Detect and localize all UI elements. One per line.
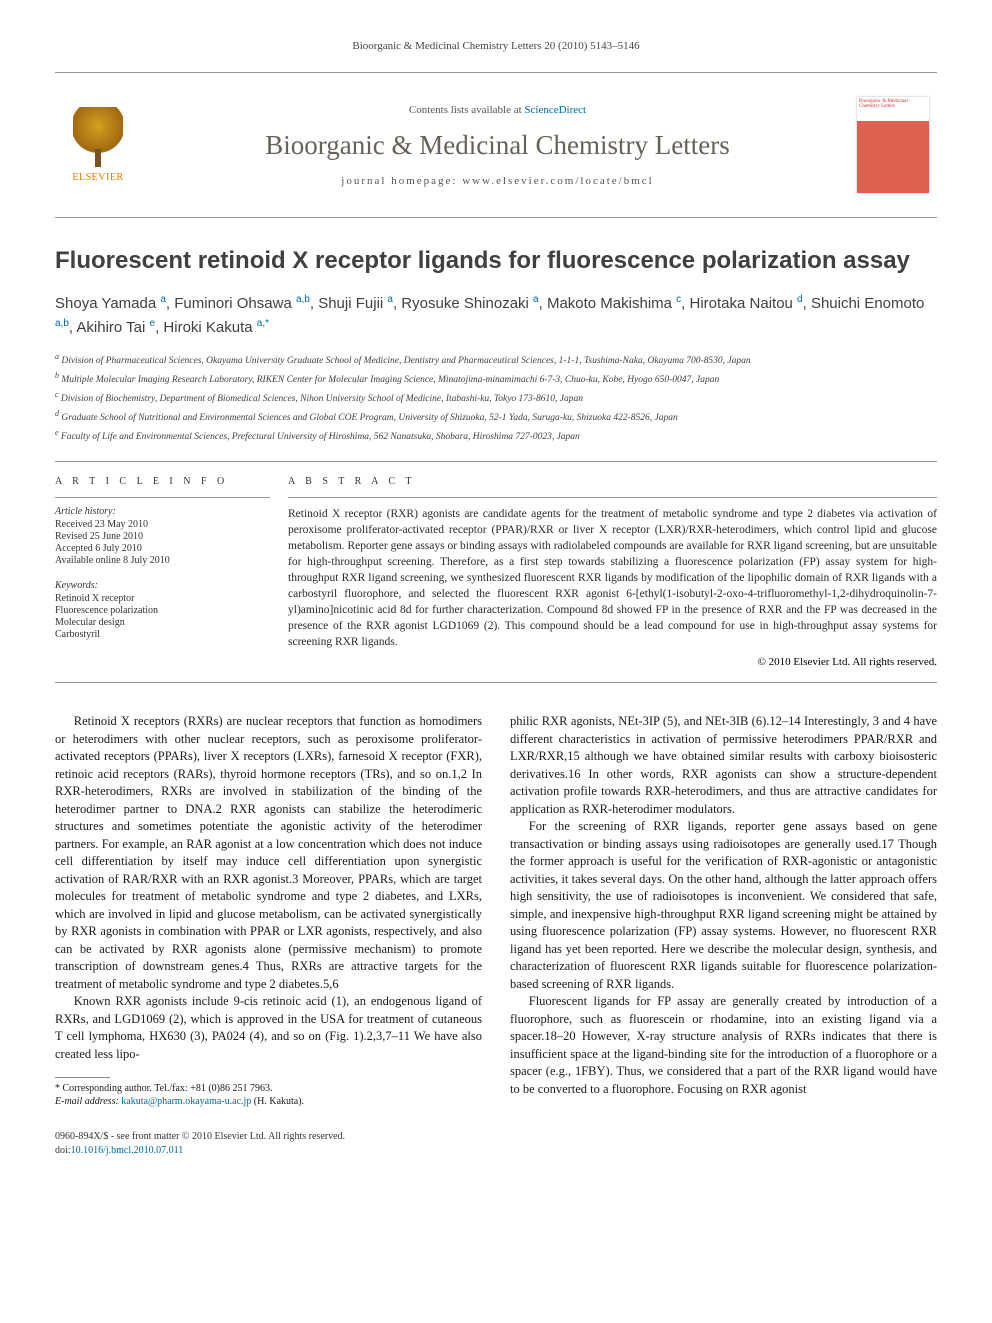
- abstract-heading: A B S T R A C T: [288, 476, 937, 487]
- email-suffix: (H. Kakuta).: [251, 1096, 304, 1107]
- journal-cover-thumbnail: Bioorganic & Medicinal Chemistry Letters: [857, 97, 929, 193]
- doi-label: doi:: [55, 1145, 71, 1156]
- abstract-text: Retinoid X receptor (RXR) agonists are c…: [288, 506, 937, 651]
- affiliation-line: e Faculty of Life and Environmental Scie…: [55, 427, 937, 445]
- email-footnote: E-mail address: kakuta@pharm.okayama-u.a…: [55, 1095, 482, 1108]
- journal-masthead: ELSEVIER Contents lists available at Sci…: [55, 72, 937, 218]
- corresponding-author-footnote: * Corresponding author. Tel./fax: +81 (0…: [55, 1082, 482, 1095]
- history-line: Revised 25 June 2010: [55, 531, 270, 542]
- contents-prefix: Contents lists available at: [409, 104, 524, 116]
- affiliation-line: a Division of Pharmaceutical Sciences, O…: [55, 351, 937, 369]
- masthead-center: Contents lists available at ScienceDirec…: [148, 104, 847, 187]
- article-info-column: A R T I C L E I N F O Article history: R…: [55, 462, 288, 683]
- affiliation-line: c Division of Biochemistry, Department o…: [55, 389, 937, 407]
- cover-title-text: Bioorganic & Medicinal Chemistry Letters: [857, 97, 929, 121]
- history-line: Received 23 May 2010: [55, 519, 270, 530]
- keyword-line: Retinoid X receptor: [55, 593, 270, 604]
- journal-homepage: journal homepage: www.elsevier.com/locat…: [148, 175, 847, 187]
- body-paragraph-3: philic RXR agonists, NEt-3IP (5), and NE…: [510, 713, 937, 818]
- body-paragraph-5: Fluorescent ligands for FP assay are gen…: [510, 993, 937, 1098]
- doi-link[interactable]: 10.1016/j.bmcl.2010.07.011: [71, 1145, 184, 1156]
- author-list: Shoya Yamada a, Fuminori Ohsawa a,b, Shu…: [55, 292, 937, 339]
- journal-title: Bioorganic & Medicinal Chemistry Letters: [148, 130, 847, 161]
- publisher-logo: ELSEVIER: [63, 105, 133, 185]
- history-line: Accepted 6 July 2010: [55, 543, 270, 554]
- elsevier-tree-icon: [73, 107, 123, 162]
- article-history-label: Article history:: [55, 506, 270, 517]
- author-email-link[interactable]: kakuta@pharm.okayama-u.ac.jp: [121, 1096, 251, 1107]
- footnote-separator: [55, 1077, 110, 1078]
- email-label: E-mail address:: [55, 1096, 121, 1107]
- keywords-label: Keywords:: [55, 580, 270, 591]
- keyword-line: Molecular design: [55, 617, 270, 628]
- abstract-copyright: © 2010 Elsevier Ltd. All rights reserved…: [288, 656, 937, 668]
- affiliation-line: b Multiple Molecular Imaging Research La…: [55, 370, 937, 388]
- page-footer: 0960-894X/$ - see front matter © 2010 El…: [55, 1130, 937, 1157]
- front-matter-line: 0960-894X/$ - see front matter © 2010 El…: [55, 1130, 937, 1144]
- body-paragraph-1: Retinoid X receptors (RXRs) are nuclear …: [55, 713, 482, 993]
- abstract-column: A B S T R A C T Retinoid X receptor (RXR…: [288, 462, 937, 683]
- publisher-name: ELSEVIER: [72, 172, 123, 183]
- body-paragraph-4: For the screening of RXR ligands, report…: [510, 818, 937, 993]
- article-title: Fluorescent retinoid X receptor ligands …: [55, 246, 937, 276]
- sciencedirect-link[interactable]: ScienceDirect: [524, 104, 586, 116]
- article-body: Retinoid X receptors (RXRs) are nuclear …: [55, 713, 937, 1108]
- affiliation-line: d Graduate School of Nutritional and Env…: [55, 408, 937, 426]
- keyword-line: Carbostyril: [55, 629, 270, 640]
- history-line: Available online 8 July 2010: [55, 555, 270, 566]
- article-info-heading: A R T I C L E I N F O: [55, 476, 270, 487]
- affiliations-block: a Division of Pharmaceutical Sciences, O…: [55, 351, 937, 445]
- running-header: Bioorganic & Medicinal Chemistry Letters…: [55, 40, 937, 52]
- body-paragraph-2: Known RXR agonists include 9-cis retinoi…: [55, 993, 482, 1063]
- keyword-line: Fluorescence polarization: [55, 605, 270, 616]
- contents-available-line: Contents lists available at ScienceDirec…: [148, 104, 847, 116]
